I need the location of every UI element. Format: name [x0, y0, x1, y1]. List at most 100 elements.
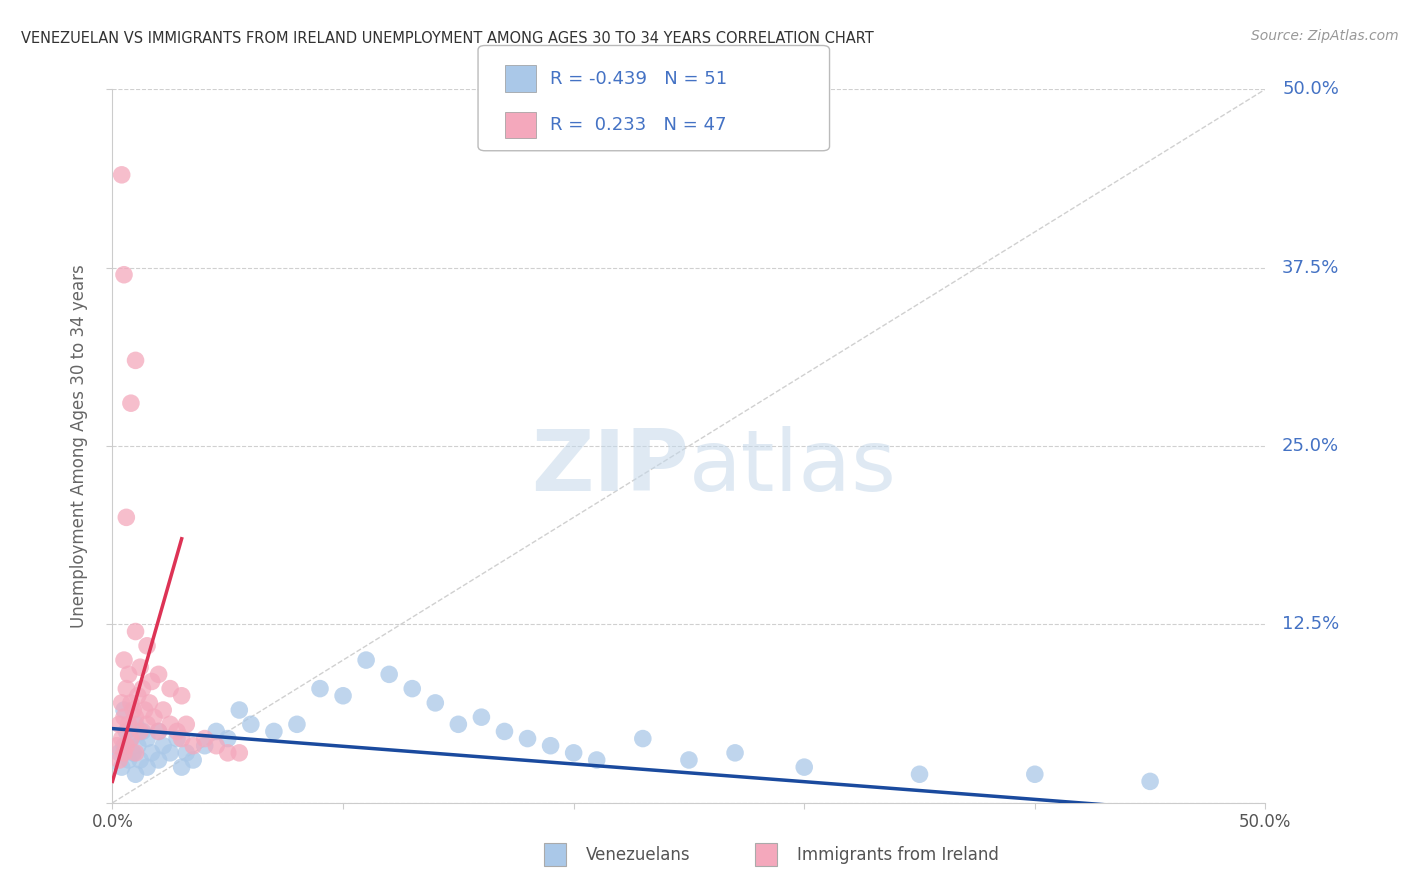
Point	[117, 753, 139, 767]
Point	[181, 739, 204, 753]
Point	[120, 731, 142, 746]
Point	[129, 753, 152, 767]
Point	[112, 268, 135, 282]
Text: 37.5%: 37.5%	[1282, 259, 1340, 277]
Point	[115, 739, 138, 753]
Text: Venezuelans: Venezuelans	[586, 846, 690, 863]
Point	[127, 689, 149, 703]
Point	[228, 703, 250, 717]
Point	[129, 724, 152, 739]
Point	[217, 746, 239, 760]
Point	[678, 753, 700, 767]
Point	[108, 717, 131, 731]
Point	[136, 639, 159, 653]
Point	[117, 667, 139, 681]
Point	[111, 760, 134, 774]
Point	[112, 739, 135, 753]
Point	[170, 760, 193, 774]
Point	[112, 710, 135, 724]
Point	[152, 739, 174, 753]
Point	[562, 746, 585, 760]
Point	[401, 681, 423, 696]
Point	[120, 396, 142, 410]
Point	[115, 681, 138, 696]
Point	[494, 724, 516, 739]
Point	[194, 739, 217, 753]
Point	[112, 653, 135, 667]
Point	[470, 710, 492, 724]
Point	[124, 746, 146, 760]
Y-axis label: Unemployment Among Ages 30 to 34 years: Unemployment Among Ages 30 to 34 years	[70, 264, 89, 628]
Point	[112, 703, 135, 717]
Point	[124, 353, 146, 368]
Point	[228, 746, 250, 760]
Point	[124, 710, 146, 724]
Point	[127, 739, 149, 753]
Text: Source: ZipAtlas.com: Source: ZipAtlas.com	[1251, 29, 1399, 43]
Point	[585, 753, 607, 767]
Point	[111, 168, 134, 182]
Text: R = -0.439   N = 51: R = -0.439 N = 51	[550, 70, 727, 87]
Point	[181, 753, 204, 767]
Point	[136, 731, 159, 746]
Point	[217, 731, 239, 746]
Point	[124, 624, 146, 639]
Point	[793, 760, 815, 774]
Point	[239, 717, 262, 731]
Point	[131, 724, 153, 739]
Point	[136, 717, 159, 731]
Point	[1024, 767, 1046, 781]
Point	[285, 717, 308, 731]
Point	[205, 739, 228, 753]
Text: 12.5%: 12.5%	[1282, 615, 1340, 633]
Text: VENEZUELAN VS IMMIGRANTS FROM IRELAND UNEMPLOYMENT AMONG AGES 30 TO 34 YEARS COR: VENEZUELAN VS IMMIGRANTS FROM IRELAND UN…	[21, 31, 875, 46]
Point	[124, 717, 146, 731]
Point	[354, 653, 377, 667]
Text: R =  0.233   N = 47: R = 0.233 N = 47	[550, 116, 727, 134]
Point	[631, 731, 654, 746]
Point	[159, 681, 181, 696]
Point	[122, 703, 145, 717]
Point	[159, 746, 181, 760]
Point	[115, 724, 138, 739]
Point	[131, 681, 153, 696]
Point	[138, 696, 160, 710]
Point	[148, 667, 170, 681]
Point	[108, 746, 131, 760]
Point	[540, 739, 562, 753]
Point	[166, 724, 188, 739]
Point	[309, 681, 332, 696]
Text: 50.0%: 50.0%	[1282, 80, 1339, 98]
Point	[141, 674, 163, 689]
Point	[112, 746, 135, 760]
Point	[143, 710, 166, 724]
Point	[111, 731, 134, 746]
Point	[378, 667, 401, 681]
Point	[124, 767, 146, 781]
Point	[122, 746, 145, 760]
Point	[174, 717, 197, 731]
Point	[148, 753, 170, 767]
Point	[1139, 774, 1161, 789]
Point	[129, 660, 152, 674]
Point	[908, 767, 931, 781]
Text: atlas: atlas	[689, 425, 897, 509]
Point	[447, 717, 470, 731]
Point	[148, 724, 170, 739]
Point	[115, 510, 138, 524]
Point	[170, 731, 193, 746]
Point	[108, 753, 131, 767]
Text: ZIP: ZIP	[531, 425, 689, 509]
Point	[170, 689, 193, 703]
Point	[724, 746, 747, 760]
Point	[111, 696, 134, 710]
Point	[332, 689, 354, 703]
Point	[117, 717, 139, 731]
Point	[141, 746, 163, 760]
Point	[166, 731, 188, 746]
Point	[120, 696, 142, 710]
Point	[263, 724, 285, 739]
Point	[194, 731, 217, 746]
Point	[152, 703, 174, 717]
Point	[516, 731, 538, 746]
